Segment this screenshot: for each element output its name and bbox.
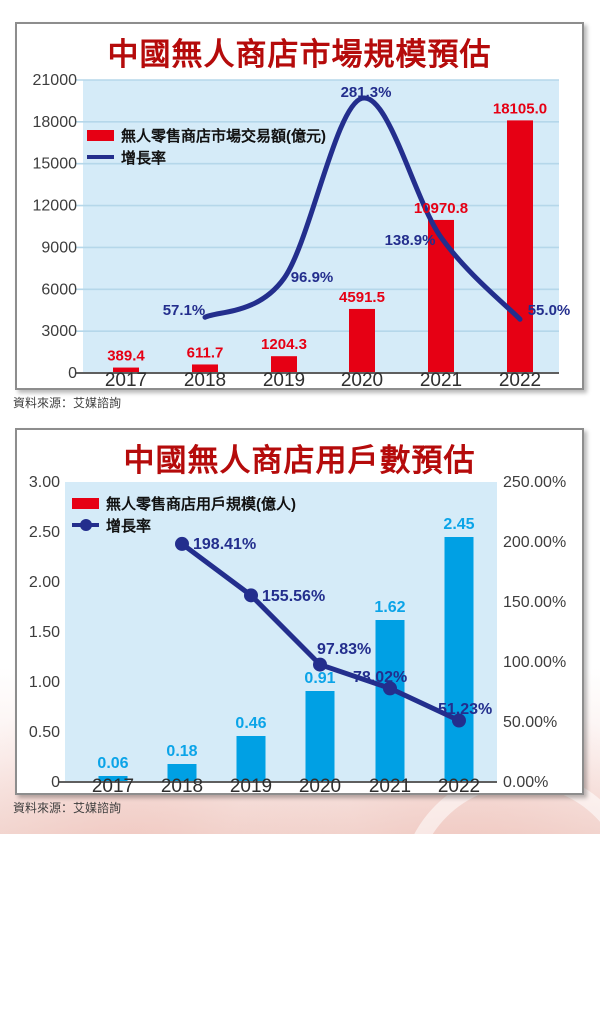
svg-text:55.0%: 55.0%	[528, 302, 571, 319]
user-count-chart-panel: 中國無人商店用戶數預估 0.06 0.18 0.46 0.91 1.62 2.45 198.…	[15, 428, 584, 795]
svg-text:12000: 12000	[33, 198, 78, 215]
svg-text:2017: 2017	[92, 776, 134, 793]
user-count-chart: 0.06 0.18 0.46 0.91 1.62 2.45 198.41% 155.56% 97…	[29, 474, 566, 793]
svg-text:150.00%: 150.00%	[503, 594, 566, 611]
svg-text:2021: 2021	[420, 370, 462, 388]
svg-text:1204.3: 1204.3	[261, 336, 307, 353]
legend-label: 無人零售商店用戶規模(億人)	[106, 495, 296, 513]
legend-item-user-scale: 無人零售商店用戶規模(億人)	[72, 492, 296, 514]
svg-text:100.00%: 100.00%	[503, 654, 566, 671]
svg-text:2017: 2017	[105, 370, 147, 388]
user-count-chart-title: 中國無人商店用戶數預估	[123, 443, 476, 478]
svg-text:18105.0: 18105.0	[493, 100, 547, 117]
svg-text:0: 0	[51, 774, 60, 791]
svg-text:2019: 2019	[230, 776, 272, 793]
legend-item-growth-rate: 增長率	[72, 514, 296, 536]
svg-text:0.18: 0.18	[166, 743, 197, 760]
svg-text:2.50: 2.50	[29, 524, 60, 541]
line-series-swatch-icon	[87, 155, 114, 159]
svg-text:2022: 2022	[438, 776, 480, 793]
svg-text:97.83%: 97.83%	[317, 641, 371, 658]
legend-label: 增長率	[106, 517, 152, 535]
svg-text:200.00%: 200.00%	[503, 534, 566, 551]
svg-text:2022: 2022	[499, 370, 541, 388]
svg-text:96.9%: 96.9%	[291, 269, 334, 286]
svg-text:57.1%: 57.1%	[163, 302, 206, 319]
bar-series-swatch-icon	[72, 497, 99, 509]
svg-text:138.9%: 138.9%	[385, 232, 436, 249]
market-size-chart-panel: 中國無人商店市場規模預估 389.4 611.7 1204.3 4591.5 10970…	[15, 22, 584, 390]
market-size-chart-legend: 無人零售商店市場交易額(億元) 增長率	[87, 124, 326, 168]
line-dot-series-swatch-icon	[72, 519, 99, 531]
svg-text:0.46: 0.46	[235, 715, 266, 732]
svg-text:9000: 9000	[41, 239, 77, 256]
svg-text:250.00%: 250.00%	[503, 474, 566, 491]
svg-text:15000: 15000	[33, 156, 78, 173]
svg-text:198.41%: 198.41%	[193, 536, 256, 553]
svg-text:611.7: 611.7	[187, 344, 224, 361]
user-count-chart-legend: 無人零售商店用戶規模(億人) 增長率	[72, 492, 296, 536]
market-size-chart: 389.4 611.7 1204.3 4591.5 10970.8 18105.0 57.1…	[33, 72, 571, 388]
legend-label: 增長率	[121, 149, 167, 167]
svg-text:21000: 21000	[33, 72, 78, 89]
svg-text:10970.8: 10970.8	[414, 200, 468, 217]
svg-text:0.00%: 0.00%	[503, 774, 548, 791]
source-note: 資料來源：艾媒諮詢	[13, 801, 122, 815]
svg-text:0.50: 0.50	[29, 724, 60, 741]
svg-text:1.62: 1.62	[374, 599, 405, 616]
svg-text:2018: 2018	[161, 776, 203, 793]
svg-text:389.4: 389.4	[107, 348, 145, 365]
svg-text:50.00%: 50.00%	[503, 714, 557, 731]
svg-text:51.23%: 51.23%	[438, 701, 492, 718]
svg-text:2021: 2021	[369, 776, 411, 793]
market-size-chart-title: 中國無人商店市場規模預估	[107, 37, 492, 72]
svg-text:2018: 2018	[184, 370, 226, 388]
svg-text:0: 0	[68, 365, 77, 382]
svg-text:78.02%: 78.02%	[353, 669, 407, 686]
svg-text:0.91: 0.91	[304, 670, 335, 687]
svg-text:1.00: 1.00	[29, 674, 60, 691]
bar-series-swatch-icon	[87, 129, 114, 141]
svg-text:2.00: 2.00	[29, 574, 60, 591]
svg-text:3.00: 3.00	[29, 474, 60, 491]
svg-text:18000: 18000	[33, 114, 78, 131]
svg-text:1.50: 1.50	[29, 624, 60, 641]
svg-text:3000: 3000	[41, 323, 77, 340]
svg-text:155.56%: 155.56%	[262, 588, 325, 605]
svg-text:2019: 2019	[263, 370, 305, 388]
svg-text:6000: 6000	[41, 281, 77, 298]
legend-item-transaction-volume: 無人零售商店市場交易額(億元)	[87, 124, 326, 146]
svg-text:2020: 2020	[299, 776, 341, 793]
svg-text:2020: 2020	[341, 370, 383, 388]
source-note: 資料來源：艾媒諮詢	[13, 396, 122, 410]
legend-label: 無人零售商店市場交易額(億元)	[121, 127, 326, 145]
svg-text:4591.5: 4591.5	[339, 289, 385, 306]
svg-text:2.45: 2.45	[443, 516, 474, 533]
svg-text:281.3%: 281.3%	[341, 84, 392, 101]
svg-text:0.06: 0.06	[97, 755, 128, 772]
legend-item-growth-rate: 增長率	[87, 146, 326, 168]
